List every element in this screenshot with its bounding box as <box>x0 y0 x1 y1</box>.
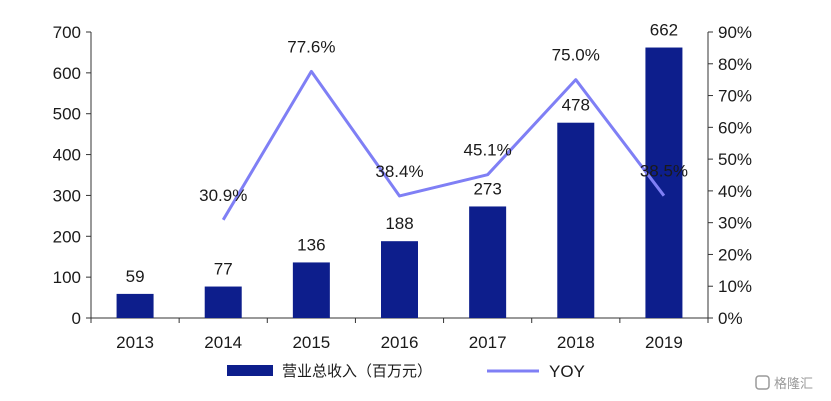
right-tick-label: 90% <box>718 23 752 42</box>
yoy-line <box>221 69 666 221</box>
right-tick-label: 50% <box>718 150 752 169</box>
bar-2018 <box>557 122 595 319</box>
yoy-label-2017: 45.1% <box>464 141 512 160</box>
bar-label-2017: 273 <box>473 179 501 198</box>
legend-label-yoy: YOY <box>549 362 585 381</box>
bar-2017 <box>469 206 507 318</box>
x-tick-label: 2013 <box>116 333 154 352</box>
watermark-logo-icon <box>755 375 770 390</box>
bar-2015 <box>292 262 330 318</box>
x-tick-label: 2019 <box>645 333 683 352</box>
legend: 营业总收入（百万元） YOY <box>227 362 585 381</box>
bar-label-2018: 478 <box>562 96 590 115</box>
left-tick-label: 500 <box>53 105 81 124</box>
x-tick-label: 2018 <box>557 333 595 352</box>
yoy-data-labels: 30.9% 77.6% 38.4% 45.1% 75.0% 38.5% <box>199 37 688 204</box>
yoy-label-2018: 75.0% <box>552 46 600 65</box>
x-tick-label: 2015 <box>292 333 330 352</box>
left-tick-label: 200 <box>53 227 81 246</box>
bar-2016 <box>381 241 418 318</box>
right-tick-label: 30% <box>718 214 752 233</box>
right-tick-label: 20% <box>718 245 752 264</box>
left-tick-label: 0 <box>72 309 81 328</box>
right-tick-label: 70% <box>718 87 752 106</box>
right-tick-label: 60% <box>718 118 752 137</box>
bar-label-2019: 662 <box>650 21 678 40</box>
bar-label-2015: 136 <box>297 235 325 254</box>
x-tick-label: 2016 <box>381 333 419 352</box>
bar-data-labels: 59 77 136 188 273 478 662 <box>126 21 679 286</box>
yoy-label-2014: 30.9% <box>199 186 247 205</box>
bar-2019 <box>645 47 683 318</box>
bar-series <box>116 47 683 319</box>
right-tick-label: 10% <box>718 277 752 296</box>
x-ticks: 2013 2014 2015 2016 2017 2018 2019 <box>90 318 709 352</box>
right-tick-label: 80% <box>718 55 752 74</box>
left-y-ticks: 0 100 200 300 400 500 600 700 <box>53 23 91 328</box>
left-tick-label: 300 <box>53 186 81 205</box>
bar-2014 <box>204 286 242 318</box>
bar-label-2013: 59 <box>126 267 145 286</box>
x-tick-label: 2017 <box>469 333 507 352</box>
right-y-ticks: 0% 10% 20% 30% 40% 50% 60% 70% 80% 90% <box>708 23 752 328</box>
bar-label-2014: 77 <box>214 260 233 279</box>
right-tick-label: 40% <box>718 182 752 201</box>
watermark: 格隆汇 <box>755 375 813 392</box>
left-tick-label: 100 <box>53 268 81 287</box>
yoy-label-2019: 38.5% <box>640 162 688 181</box>
left-tick-label: 600 <box>53 64 81 83</box>
right-tick-label: 0% <box>718 309 743 328</box>
yoy-label-2016: 38.4% <box>375 162 423 181</box>
left-tick-label: 400 <box>53 146 81 165</box>
left-tick-label: 700 <box>53 23 81 42</box>
legend-swatch-revenue <box>227 365 273 376</box>
bar-2013 <box>116 293 154 318</box>
yoy-label-2015: 77.6% <box>287 37 335 56</box>
bar-label-2016: 188 <box>385 214 413 233</box>
x-tick-label: 2014 <box>204 333 242 352</box>
watermark-text: 格隆汇 <box>774 376 813 392</box>
legend-label-revenue: 营业总收入（百万元） <box>282 362 432 380</box>
